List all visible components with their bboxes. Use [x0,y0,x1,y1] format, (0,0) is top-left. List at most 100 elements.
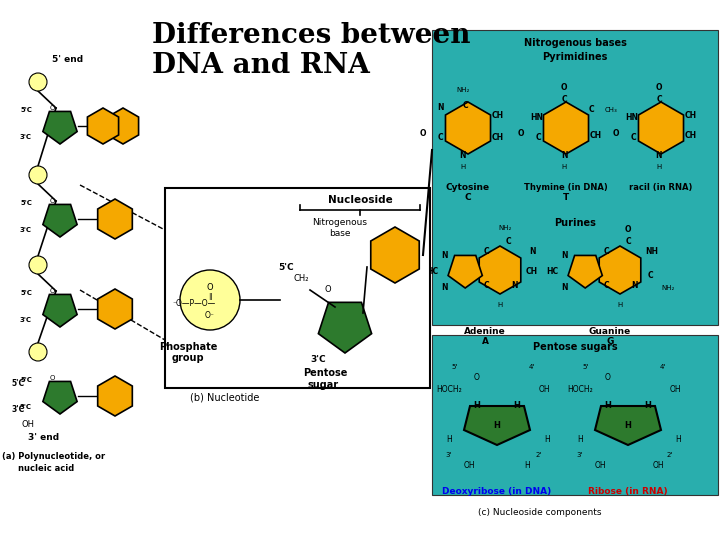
Text: N: N [562,251,568,260]
Text: 5': 5' [583,364,589,370]
Text: T: T [563,193,569,202]
Text: H: H [577,435,583,444]
Text: OH: OH [539,386,551,395]
Polygon shape [318,302,372,353]
Text: Nucleoside: Nucleoside [328,195,392,205]
Text: G: G [606,337,613,346]
Text: OH: OH [22,420,35,429]
Text: O: O [474,373,480,381]
Text: CH₃: CH₃ [605,107,617,113]
Text: Pentose: Pentose [303,368,347,378]
Text: H: H [524,461,530,469]
Text: N: N [437,104,444,112]
Text: 2': 2' [536,452,542,458]
Text: Ribose (in RNA): Ribose (in RNA) [588,487,668,496]
Text: Nitrogenous: Nitrogenous [312,218,367,227]
Text: HOCH₂: HOCH₂ [567,386,593,395]
Text: CH: CH [526,267,538,276]
Polygon shape [43,111,77,144]
Text: N: N [510,280,517,289]
Text: Purines: Purines [554,218,596,228]
Text: H: H [657,164,662,170]
Text: OH: OH [463,461,474,469]
Polygon shape [544,102,588,154]
Text: 3': 3' [577,452,583,458]
Text: HC: HC [426,267,438,276]
Text: nucleic acid: nucleic acid [18,464,74,473]
Polygon shape [43,294,77,327]
Text: H: H [675,435,681,444]
Text: 5'C: 5'C [12,379,25,388]
Text: NH: NH [646,247,659,256]
Text: H: H [474,401,480,409]
Circle shape [29,343,47,361]
Bar [432,30,718,325]
Text: C: C [535,133,541,143]
Text: C: C [483,247,489,256]
Text: 3'C: 3'C [12,406,25,415]
Text: O⁻: O⁻ [205,312,215,321]
Text: N: N [656,151,662,159]
Text: C: C [656,96,662,105]
Text: C: C [483,280,489,289]
Text: C: C [505,238,510,246]
Polygon shape [568,255,603,288]
Polygon shape [639,102,683,154]
Text: DNA and RNA: DNA and RNA [152,52,370,79]
Text: 5'C: 5'C [20,377,32,383]
Text: C: C [561,96,567,105]
Text: 5'C: 5'C [20,107,32,113]
Text: O: O [605,373,611,381]
Text: H: H [544,435,550,444]
Text: 2': 2' [667,452,673,458]
Text: CH: CH [492,132,504,141]
Text: Pentose sugars: Pentose sugars [533,342,617,352]
Text: racil (in RNA): racil (in RNA) [629,183,693,192]
Text: HN: HN [531,113,544,123]
Text: 5'C: 5'C [20,290,32,296]
Text: C: C [625,238,631,246]
Text: Phosphate: Phosphate [159,342,217,352]
Text: N: N [528,247,535,256]
Polygon shape [98,376,132,416]
Text: CH: CH [590,132,602,140]
Text: CH: CH [685,132,697,140]
Text: O: O [625,226,631,234]
Text: HN: HN [626,113,639,123]
Polygon shape [43,205,77,237]
Text: C: C [603,247,609,256]
Text: Guanine: Guanine [589,327,631,336]
Polygon shape [43,381,77,414]
Text: Nitrogenous bases: Nitrogenous bases [523,38,626,48]
Text: OH: OH [670,386,682,395]
Text: ‖: ‖ [208,293,212,300]
Text: (c) Nucleoside components: (c) Nucleoside components [478,508,602,517]
Text: O: O [561,84,567,92]
Text: H: H [624,421,631,429]
Polygon shape [87,108,119,144]
Text: HC: HC [546,267,558,276]
Text: Adenine: Adenine [464,327,506,336]
Text: Cytosine: Cytosine [446,183,490,192]
Text: O: O [49,375,55,381]
Text: NH₂: NH₂ [661,285,675,291]
Text: O: O [613,129,619,138]
Text: 3'C: 3'C [20,227,32,233]
Circle shape [180,270,240,330]
Text: 3'C: 3'C [20,404,32,410]
Text: N: N [442,251,449,260]
Text: 5'C: 5'C [278,263,294,272]
Text: CH: CH [685,111,697,119]
Text: O: O [656,84,662,92]
Text: C: C [630,133,636,143]
Text: C: C [464,193,472,202]
Polygon shape [98,289,132,329]
Bar [432,335,718,495]
Text: 3': 3' [446,452,452,458]
Text: O: O [207,284,213,293]
Polygon shape [98,199,132,239]
Text: 3'C: 3'C [310,355,325,364]
Text: H: H [644,401,652,409]
Polygon shape [595,406,661,445]
Text: O: O [49,105,55,111]
